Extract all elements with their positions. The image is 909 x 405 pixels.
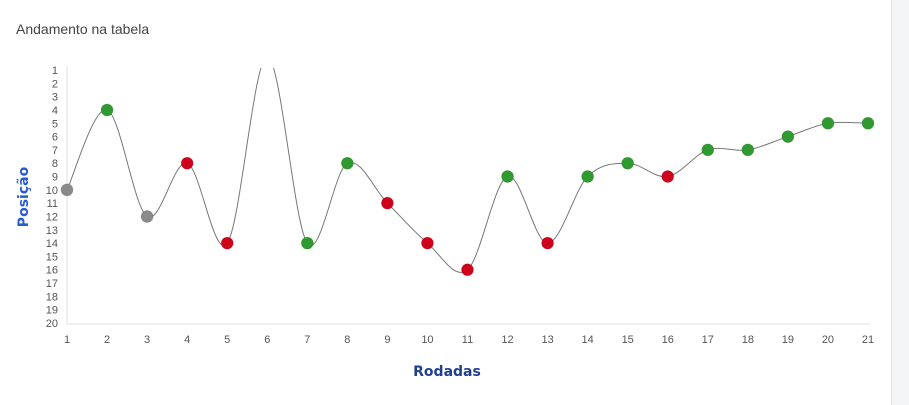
y-tick-label: 6	[52, 132, 58, 144]
data-point-round-8	[340, 156, 354, 170]
x-tick-label: 1	[64, 334, 70, 346]
data-point-round-1	[60, 183, 74, 197]
data-point-round-12	[501, 170, 515, 184]
x-tick-label: 11	[462, 334, 473, 346]
data-point-round-15	[621, 156, 635, 170]
y-tick-label: 3	[52, 92, 58, 104]
x-tick-label: 10	[421, 334, 433, 346]
data-point-round-17	[701, 143, 715, 157]
x-tick-label: 20	[822, 334, 834, 346]
x-tick-label: 2	[104, 334, 110, 346]
y-tick-label: 12	[46, 211, 58, 223]
y-tick-label: 10	[46, 185, 58, 197]
data-point-round-21	[861, 116, 875, 130]
x-tick-label: 13	[541, 334, 553, 346]
data-point-round-4	[180, 156, 194, 170]
x-tick-label: 9	[384, 334, 390, 346]
x-tick-label: 21	[862, 334, 874, 346]
y-tick-label: 9	[52, 172, 58, 184]
y-tick-label: 18	[46, 291, 58, 303]
data-point-round-20	[821, 116, 835, 130]
y-tick-label: 1	[52, 65, 58, 77]
data-point-round-13	[541, 236, 555, 250]
y-tick-label: 4	[52, 105, 58, 117]
x-tick-label: 16	[662, 334, 674, 346]
data-point-round-10	[420, 236, 434, 250]
y-tick-label: 11	[47, 198, 58, 210]
data-point-round-16	[661, 170, 675, 184]
x-tick-label: 4	[184, 334, 190, 346]
x-tick-label: 8	[344, 334, 350, 346]
x-axis-label: Rodadas	[413, 364, 481, 380]
x-tick-label: 12	[501, 334, 513, 346]
y-tick-label: 20	[46, 318, 58, 330]
data-point-round-7	[300, 236, 314, 250]
data-point-round-11	[461, 263, 474, 277]
data-point-round-5	[220, 236, 234, 250]
x-tick-label: 6	[264, 334, 270, 346]
y-tick-label: 15	[46, 251, 58, 263]
x-tick-label: 19	[782, 334, 794, 346]
x-tick-label: 17	[702, 334, 714, 346]
data-point-round-9	[380, 196, 394, 210]
y-tick-label: 2	[52, 78, 58, 90]
data-point-round-3	[140, 209, 154, 223]
y-tick-label: 14	[46, 238, 58, 250]
chart-title: Andamento na tabela	[16, 21, 150, 37]
y-axis-label: Posição	[16, 166, 32, 227]
data-point-round-2	[100, 103, 114, 117]
x-tick-label: 5	[224, 334, 230, 346]
x-tick-label: 7	[304, 334, 310, 346]
x-tick-label: 14	[582, 334, 594, 346]
y-tick-label: 13	[46, 225, 58, 237]
x-tick-label: 15	[622, 334, 634, 346]
y-tick-label: 19	[46, 305, 58, 317]
x-tick-label: 18	[742, 334, 754, 346]
data-point-round-14	[581, 170, 595, 184]
data-point-round-18	[741, 143, 755, 157]
x-tick-label: 3	[144, 334, 150, 346]
y-tick-label: 16	[46, 265, 58, 277]
y-tick-label: 8	[52, 158, 58, 170]
data-point-round-19	[781, 130, 795, 144]
y-tick-label: 7	[52, 145, 58, 157]
y-tick-label: 17	[46, 278, 58, 290]
y-tick-label: 5	[52, 118, 58, 130]
